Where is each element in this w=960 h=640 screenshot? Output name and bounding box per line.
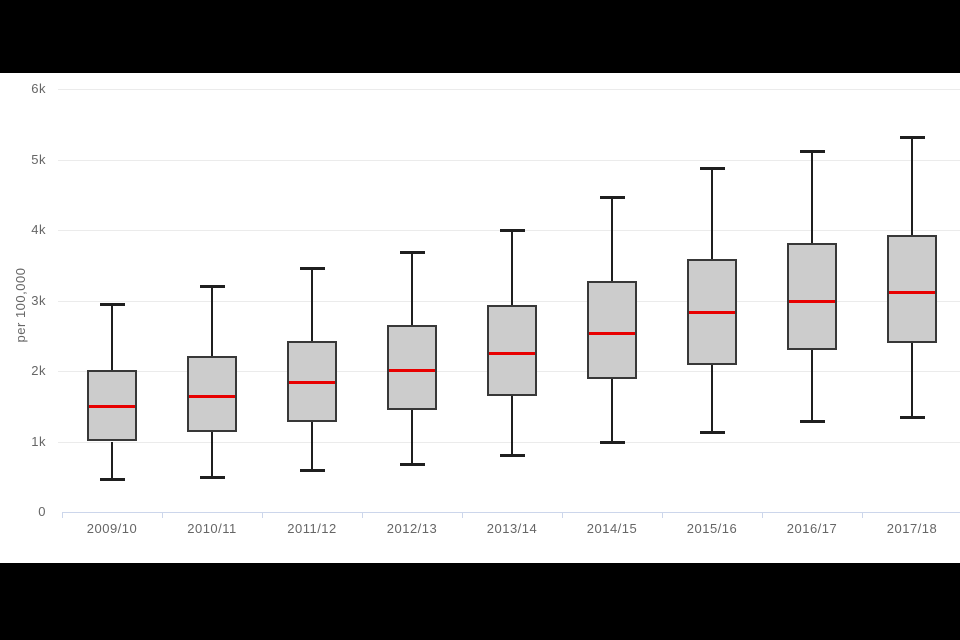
whisker-stem-upper: [511, 230, 513, 306]
x-axis-tick: [462, 512, 463, 518]
boxplot-point-2016-17[interactable]: [762, 73, 862, 518]
boxplot-point-2017-18[interactable]: [862, 73, 960, 518]
boxplot-point-2013-14[interactable]: [462, 73, 562, 518]
whisker-cap-high: [499, 229, 525, 232]
letterbox-bottom: [0, 563, 960, 640]
whisker-stem-lower: [611, 378, 613, 443]
iqr-box: [787, 242, 837, 350]
whisker-cap-high: [599, 195, 625, 199]
y-axis-label-2k: 2k: [31, 363, 46, 378]
x-axis-label-2012-13: 2012/13: [386, 521, 438, 536]
whisker-stem-lower: [511, 396, 513, 456]
whisker-stem-upper: [811, 151, 813, 243]
x-axis-tick: [562, 512, 563, 518]
whisker-cap-high: [799, 150, 825, 154]
whisker-stem-upper: [211, 286, 213, 357]
boxplot-point-2014-15[interactable]: [562, 73, 662, 518]
whisker-stem-upper: [611, 196, 613, 281]
whisker-stem-upper: [911, 136, 913, 235]
whisker-cap-low: [399, 462, 425, 466]
whisker-cap-low: [599, 440, 625, 444]
x-axis-tick: [862, 512, 863, 518]
whisker-stem-upper: [711, 167, 713, 259]
median-line: [289, 381, 335, 385]
whisker-cap-low: [99, 478, 125, 482]
whisker-cap-low: [699, 431, 725, 435]
whisker-stem-upper: [311, 268, 313, 341]
boxplot-point-2009-10[interactable]: [62, 73, 162, 518]
median-line: [489, 352, 535, 356]
whisker-stem-upper: [411, 251, 413, 326]
whisker-stem-lower: [911, 342, 913, 418]
median-line: [189, 394, 235, 398]
median-line: [889, 291, 935, 295]
boxplot-point-2010-11[interactable]: [162, 73, 262, 518]
x-axis-tick: [262, 512, 263, 518]
x-axis-label-2016-17: 2016/17: [786, 521, 838, 536]
whisker-stem-upper: [111, 304, 113, 371]
whisker-cap-low: [799, 420, 825, 424]
gridline-6000: [58, 89, 960, 90]
gridline-3000: [58, 300, 960, 302]
x-axis-label-2010-11: 2010/11: [187, 521, 237, 536]
iqr-box: [887, 234, 937, 343]
gridline-1000: [58, 441, 960, 443]
iqr-box: [187, 356, 237, 432]
x-axis-label-2017-18: 2017/18: [886, 521, 938, 536]
whisker-cap-low: [199, 476, 225, 480]
x-axis-tick: [62, 512, 63, 518]
boxplot-point-2011-12[interactable]: [262, 73, 362, 518]
whisker-cap-high: [99, 303, 125, 307]
x-axis-tick: [162, 512, 163, 518]
median-line: [789, 299, 835, 303]
median-line: [589, 331, 635, 335]
whisker-stem-lower: [311, 422, 313, 472]
x-axis-tick: [362, 512, 363, 518]
x-axis-line: [62, 512, 960, 513]
whisker-cap-high: [199, 285, 225, 289]
whisker-cap-low: [299, 469, 325, 473]
x-axis-tick: [762, 512, 763, 518]
y-axis-label-0: 0: [38, 504, 46, 519]
boxplot-chart: per 100,000 0 1k 2k 3k 4k 5k 6k 2009/10 2010/11 2…: [0, 73, 960, 563]
whisker-stem-lower: [711, 365, 713, 434]
y-axis-label-4k: 4k: [31, 222, 46, 237]
x-axis-label-2011-12: 2011/12: [287, 521, 337, 536]
x-axis-label-2015-16: 2015/16: [686, 521, 738, 536]
boxplot-point-2012-13[interactable]: [362, 73, 462, 518]
whisker-cap-high: [399, 250, 425, 254]
median-line: [89, 405, 135, 409]
y-axis-label-5k: 5k: [31, 151, 46, 167]
iqr-box: [487, 305, 537, 397]
whisker-stem-lower: [811, 349, 813, 423]
whisker-cap-high: [299, 267, 325, 271]
x-axis-label-2013-14: 2013/14: [486, 521, 538, 536]
y-axis-label-3k: 3k: [31, 292, 46, 308]
x-axis-tick: [662, 512, 663, 518]
whisker-cap-low: [499, 453, 525, 457]
letterbox-top: [0, 0, 960, 73]
whisker-cap-low: [899, 415, 925, 419]
median-line: [689, 311, 735, 315]
y-axis-label-6k: 6k: [31, 81, 46, 96]
whisker-stem-lower: [211, 431, 213, 479]
boxplot-point-2015-16[interactable]: [662, 73, 762, 518]
whisker-stem-lower: [411, 409, 413, 465]
x-axis-label-2009-10: 2009/10: [86, 521, 138, 536]
gridline-5000: [58, 159, 960, 161]
whisker-stem-lower: [111, 441, 113, 481]
median-line: [389, 368, 435, 372]
iqr-box: [587, 280, 637, 379]
y-axis-label-1k: 1k: [31, 433, 46, 449]
whisker-cap-high: [699, 166, 725, 170]
whisker-cap-high: [899, 135, 925, 139]
iqr-box: [387, 325, 437, 410]
x-axis-label-2014-15: 2014/15: [586, 521, 638, 536]
